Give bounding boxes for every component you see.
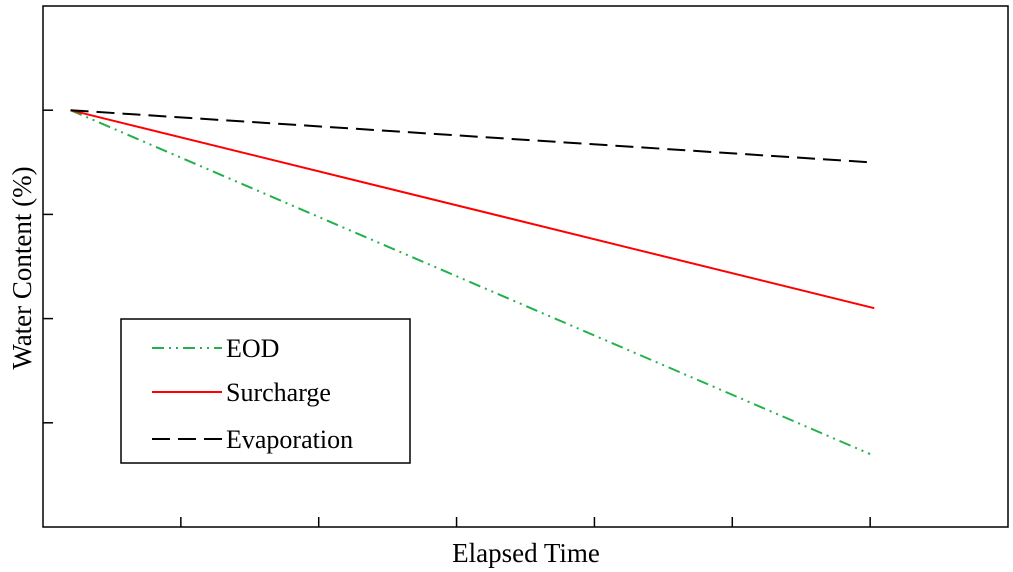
series-line-eod	[70, 109, 871, 455]
y-axis-title: Water Content (%)	[7, 166, 37, 369]
legend: EOD Surcharge Evaporation	[120, 318, 411, 464]
x-axis-title: Elapsed Time	[452, 538, 600, 568]
plot-area	[42, 5, 1009, 528]
legend-label-evaporation: Evaporation	[226, 425, 353, 454]
plot-frame	[42, 5, 1009, 528]
legend-label-surcharge: Surcharge	[226, 378, 331, 407]
series-line-evaporation	[70, 109, 871, 164]
series-line-surcharge	[70, 109, 875, 310]
legend-label-eod: EOD	[226, 334, 279, 363]
axis-ticks	[43, 109, 871, 527]
series-layer	[70, 109, 875, 455]
